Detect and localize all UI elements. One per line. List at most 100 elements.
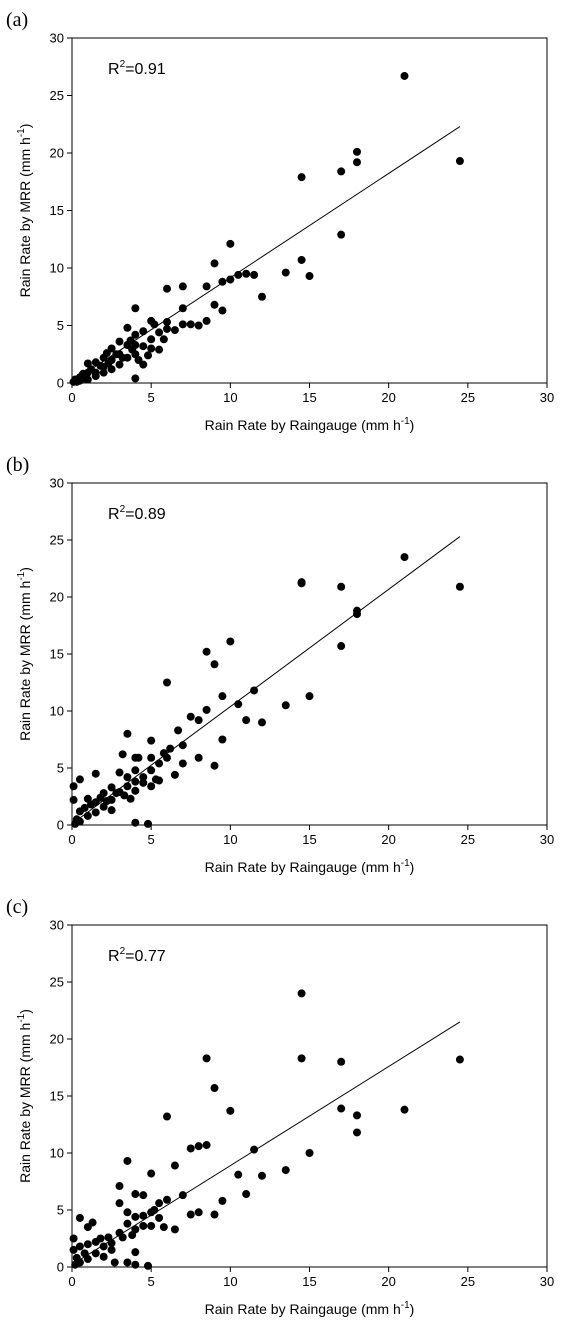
data-point <box>69 1245 78 1254</box>
data-point <box>210 660 219 669</box>
data-point <box>107 783 116 792</box>
data-point <box>139 342 148 351</box>
data-point <box>297 1054 306 1063</box>
data-point <box>83 1240 92 1249</box>
data-point <box>186 320 195 329</box>
data-point <box>131 341 140 350</box>
data-point <box>115 1182 124 1191</box>
data-point <box>96 1234 105 1243</box>
data-point <box>400 553 409 562</box>
data-point <box>163 1195 171 1204</box>
data-point <box>337 582 346 591</box>
data-point <box>147 782 156 791</box>
data-point <box>353 1111 361 1120</box>
data-point <box>155 776 164 785</box>
data-point <box>400 1105 409 1114</box>
data-point <box>123 323 132 332</box>
data-point <box>120 791 129 800</box>
data-point <box>150 1206 159 1214</box>
data-point <box>226 239 235 248</box>
data-point <box>115 1199 124 1208</box>
data-point <box>155 345 164 354</box>
data-point <box>91 372 100 381</box>
data-point <box>107 356 116 364</box>
panel-label: (a) <box>6 9 28 31</box>
chart-panel-a: (a) 0 5 10 15 20 25 30 0 5 10 15 20 25 30 Rain Rate by … <box>6 9 554 433</box>
data-point <box>131 374 140 383</box>
x-tick-label: 15 <box>302 832 316 847</box>
x-axis-title: Rain Rate by Raingauge (mm h-1) <box>205 1300 415 1317</box>
data-point <box>170 1161 179 1170</box>
y-tick-label: 5 <box>57 761 64 776</box>
data-point <box>147 753 156 762</box>
data-point <box>281 701 290 710</box>
y-tick-label: 25 <box>50 88 64 103</box>
data-point <box>110 1258 119 1267</box>
data-point <box>139 1211 148 1220</box>
data-point <box>210 761 219 770</box>
data-point <box>99 789 108 798</box>
y-tick-label: 25 <box>50 975 64 990</box>
data-point <box>202 282 211 291</box>
y-axis-title: Rain Rate by MRR (mm h-1) <box>16 567 33 741</box>
data-point <box>131 766 140 775</box>
r-squared-label: R2=0.77 <box>108 946 166 965</box>
data-point <box>155 1213 164 1222</box>
data-point <box>210 259 219 268</box>
data-point <box>123 1156 132 1165</box>
data-point <box>194 716 203 725</box>
x-tick-label: 0 <box>68 1274 75 1289</box>
x-axis-title: Rain Rate by Raingauge (mm h-1) <box>205 858 415 875</box>
data-point <box>353 147 361 156</box>
data-point <box>194 321 203 330</box>
data-point <box>131 1212 140 1221</box>
x-tick-label: 25 <box>461 390 475 405</box>
y-axis-title: Rain Rate by MRR (mm h-1) <box>16 1009 33 1183</box>
data-point <box>218 306 227 315</box>
data-point <box>297 255 306 264</box>
x-tick-label: 15 <box>302 390 316 405</box>
data-point <box>155 1199 164 1208</box>
data-point <box>163 753 171 762</box>
data-point <box>134 753 143 762</box>
data-point <box>83 375 92 384</box>
data-point <box>194 1208 203 1217</box>
data-point <box>115 337 124 346</box>
data-point <box>126 794 135 803</box>
y-tick-label: 0 <box>57 1260 64 1275</box>
data-point <box>123 782 132 791</box>
y-tick-label: 25 <box>50 533 64 548</box>
data-point <box>281 268 290 277</box>
data-point <box>242 716 251 725</box>
data-point <box>400 71 409 80</box>
y-tick-label: 20 <box>50 1032 64 1047</box>
data-point <box>226 275 235 284</box>
data-point <box>186 1144 195 1153</box>
data-point <box>123 1219 132 1228</box>
data-point <box>455 582 464 591</box>
data-point <box>131 818 140 827</box>
data-point <box>155 759 164 768</box>
panel-label: (c) <box>6 896 28 918</box>
y-tick-label: 15 <box>50 647 64 662</box>
data-point <box>139 360 148 369</box>
y-tick-label: 5 <box>57 318 64 333</box>
data-point <box>202 647 211 656</box>
data-point <box>178 304 187 313</box>
y-tick-label: 5 <box>57 1203 64 1218</box>
data-point <box>107 365 116 374</box>
data-point <box>91 1249 100 1258</box>
data-point <box>139 1191 148 1200</box>
data-point <box>163 678 171 687</box>
data-point <box>297 173 306 182</box>
data-point <box>297 578 306 587</box>
data-point <box>210 1210 219 1219</box>
data-point <box>174 726 183 735</box>
data-point <box>234 700 243 709</box>
data-point <box>337 1104 346 1113</box>
data-point <box>69 1234 78 1243</box>
regression-line <box>71 1021 461 1266</box>
data-point <box>297 989 306 998</box>
x-tick-label: 30 <box>540 1274 554 1289</box>
